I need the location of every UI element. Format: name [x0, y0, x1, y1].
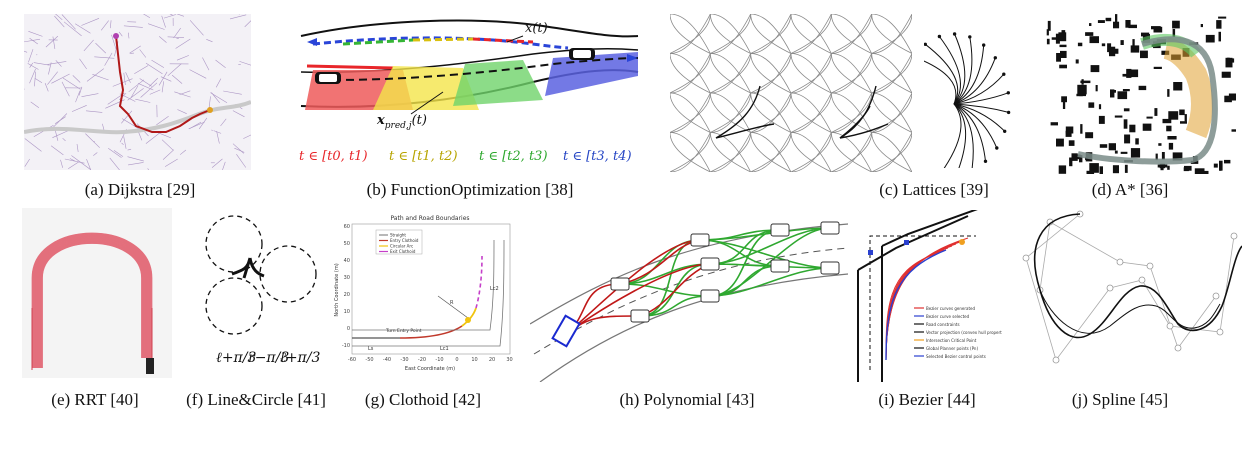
legend-label: Bezier curve selected	[926, 314, 970, 319]
x-tick: -50	[365, 357, 373, 363]
panel-bezier: Bezier curves generated Bezier curve sele…	[856, 210, 1002, 382]
svg-text:Path and Road Boundaries: Path and Road Boundaries	[390, 215, 469, 222]
x-tick: 10	[471, 357, 477, 363]
caption-b: (b) FunctionOptimization [38]	[366, 180, 574, 199]
caption-e: (e) RRT [40]	[51, 390, 139, 409]
caption-j: (j) Spline [45]	[1071, 390, 1169, 409]
lattice-motion-primitives	[924, 32, 1011, 168]
bezier-diagram: Bezier curves generated Bezier curve sele…	[857, 210, 1002, 382]
legend-label: Global Planner points (Pn)	[926, 346, 978, 351]
x-tick: -30	[400, 357, 408, 363]
panel-dijkstra	[24, 14, 251, 170]
rrt-tree	[22, 208, 172, 378]
svg-text:Lc2: Lc2	[490, 286, 499, 292]
panel-lattice-fan	[924, 18, 1012, 168]
astar-occupancy-map	[1046, 14, 1236, 174]
x-tick: 30	[506, 357, 512, 363]
legend-label: Entry Clothoid	[390, 238, 419, 243]
interval-2: t ∈ [t1, t2)	[389, 149, 458, 164]
panel-spline	[1010, 206, 1242, 382]
line-circle-diagram: ℓ+π/3 r−π/3 ℓ+π/3	[205, 215, 320, 366]
path-label-3: ℓ+π/3	[280, 350, 320, 366]
legend-label: Selected Bezier control points	[926, 354, 986, 359]
y-tick: 20	[344, 292, 350, 298]
legend-label: Circular Arc	[390, 244, 413, 249]
caption-i: (i) Bezier [44]	[878, 390, 976, 409]
legend-label: Road constraints	[926, 322, 960, 327]
legend-label: Intersection Critical Point	[926, 338, 977, 343]
interval-1: t ∈ [t0, t1)	[299, 149, 368, 164]
svg-text:Ls: Ls	[368, 346, 374, 352]
caption-c: (c) Lattices [39]	[879, 180, 989, 199]
caption-d: (d) A* [36]	[1091, 180, 1169, 199]
legend-label: Bezier curves generated	[926, 306, 975, 311]
y-tick: -10	[342, 343, 350, 349]
legend-label: Vector projection (convex hull property)	[926, 330, 1002, 335]
x-tick: 20	[489, 357, 495, 363]
y-tick: 10	[344, 309, 350, 315]
clothoid-chart: Path and Road Boundaries North Coordinat…	[334, 215, 513, 372]
svg-text:Lc1: Lc1	[440, 346, 449, 352]
spline-diagram	[1022, 210, 1242, 364]
interval-3: t ∈ [t2, t3)	[479, 149, 548, 164]
legend-label: Straight	[390, 233, 406, 238]
svg-text:R: R	[450, 300, 454, 306]
x-tick: -20	[418, 357, 426, 363]
y-tick: 0	[347, 326, 350, 332]
y-tick: 30	[344, 275, 350, 281]
path-label-1: ℓ+π/3	[216, 350, 256, 366]
x-tick: -40	[383, 357, 391, 363]
panel-astar	[1046, 14, 1236, 174]
y-tick: 60	[344, 224, 350, 230]
y-tick: 50	[344, 241, 350, 247]
panel-clothoid: Path and Road Boundaries North Coordinat…	[330, 210, 518, 382]
caption-h: (h) Polynomial [43]	[619, 390, 755, 409]
astar-path	[1077, 36, 1218, 165]
label-xpred: xpred,j(t)	[376, 113, 427, 131]
svg-text:North Coordinate (m): North Coordinate (m)	[334, 263, 340, 316]
interval-4: t ∈ [t3, t4)	[563, 149, 632, 164]
x-tick: -60	[348, 357, 356, 363]
lattice-graph	[670, 14, 912, 172]
panel-lattices	[670, 14, 912, 172]
dijkstra-shortest-path	[115, 35, 211, 133]
caption-a: (a) Dijkstra [29]	[84, 180, 196, 199]
y-tick: 40	[344, 258, 350, 264]
x-tick: 0	[455, 357, 458, 363]
panel-function-optimization: x(t) xpred,j(t) t ∈ [t0, t1) t ∈ [t1, t2…	[293, 14, 643, 174]
panel-line-circle: ℓ+π/3 r−π/3 ℓ+π/3	[192, 212, 320, 382]
panel-rrt	[22, 208, 172, 378]
x-tick: -10	[435, 357, 443, 363]
label-x-of-t: x(t)	[525, 21, 548, 36]
caption-g: (g) Clothoid [42]	[364, 390, 482, 409]
panel-polynomial	[530, 206, 848, 382]
svg-text:Turn Entry Point: Turn Entry Point	[385, 328, 422, 334]
path-label-2: r−π/3	[248, 350, 289, 366]
caption-f: (f) Line&Circle [41]	[186, 390, 326, 409]
polynomial-trajectories	[530, 221, 848, 382]
dijkstra-road-map	[24, 14, 251, 170]
function-optimization-diagram: x(t) xpred,j(t) t ∈ [t0, t1) t ∈ [t1, t2…	[299, 19, 639, 164]
svg-text:East Coordinate (m): East Coordinate (m)	[405, 366, 455, 372]
legend-label: Exit Clothoid	[390, 249, 416, 254]
